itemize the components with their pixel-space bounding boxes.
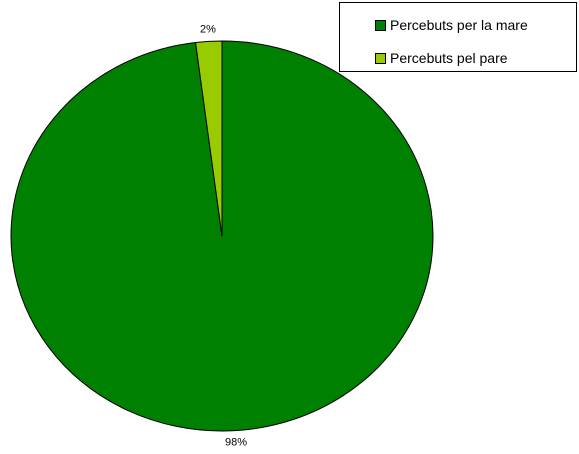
legend-label-pare: Percebuts pel pare bbox=[390, 50, 508, 66]
legend-swatch-pare bbox=[375, 52, 386, 64]
chart-legend: Percebuts per la mare Percebuts pel pare bbox=[339, 2, 577, 72]
data-label-0: 98% bbox=[225, 437, 247, 449]
pie-slice-1 bbox=[194, 40, 223, 237]
legend-label-mare: Percebuts per la mare bbox=[390, 17, 528, 33]
legend-item-pare: Percebuts pel pare bbox=[375, 50, 508, 66]
legend-item-mare: Percebuts per la mare bbox=[375, 17, 528, 33]
data-label-1: 2% bbox=[200, 23, 216, 35]
legend-swatch-mare bbox=[375, 19, 386, 31]
